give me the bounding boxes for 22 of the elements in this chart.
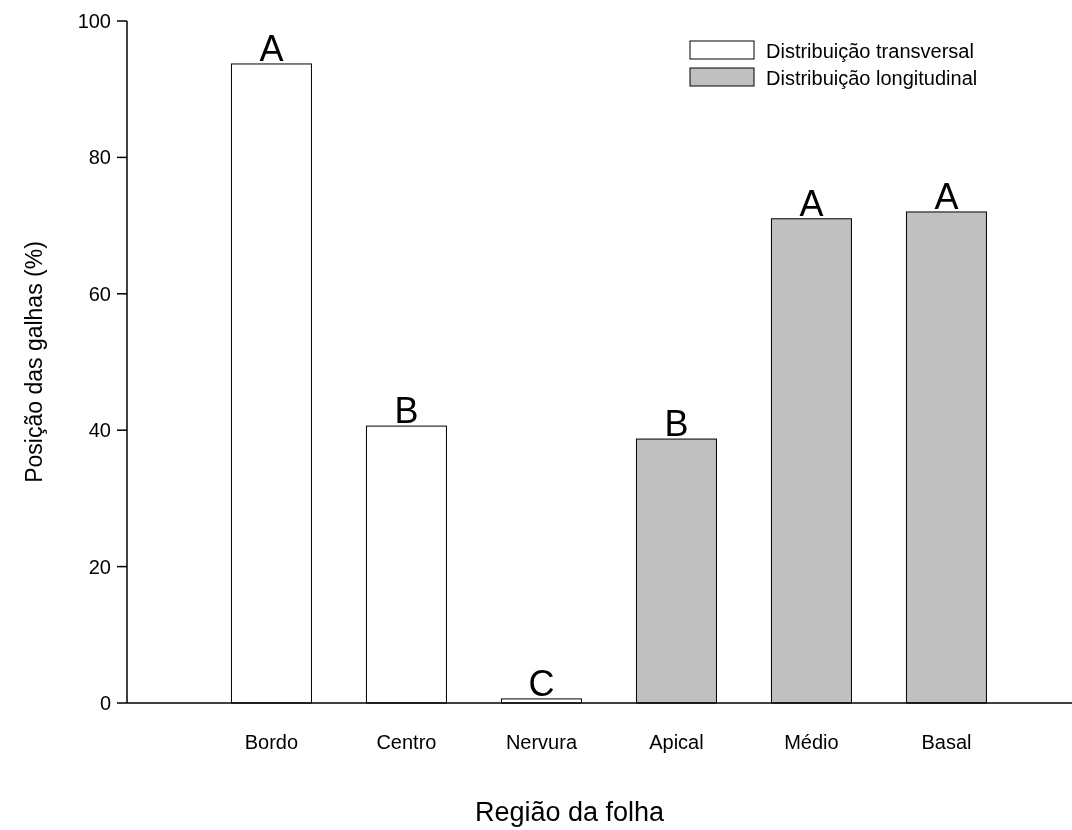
- x-tick-label: Basal: [921, 731, 972, 753]
- y-tick-label: 100: [77, 10, 111, 32]
- x-tick-label: Apical: [649, 731, 704, 753]
- annotation: A: [799, 182, 824, 224]
- annotation: B: [394, 390, 419, 432]
- annotation: A: [259, 27, 284, 69]
- y-tick-label: 60: [88, 282, 111, 305]
- x-tick-label: Centro: [376, 731, 437, 753]
- legend-label: Distribuição transversal: [766, 40, 974, 62]
- x-tick-label: Bordo: [244, 731, 299, 753]
- x-tick-label: Médio: [784, 731, 839, 753]
- y-tick-label: 80: [88, 146, 111, 169]
- annotation: C: [528, 662, 555, 704]
- annotation: A: [934, 175, 959, 217]
- y-tick-label: 40: [88, 419, 111, 442]
- y-tick-label: 0: [99, 692, 111, 714]
- y-tick-label: 20: [88, 555, 111, 578]
- x-axis-title: Região da folha: [474, 797, 666, 827]
- legend-label: Distribuição longitudinal: [766, 67, 978, 89]
- annotation: B: [664, 403, 689, 445]
- x-tick-label: Nervura: [505, 731, 578, 753]
- y-axis-title: Posição das galhas (%): [21, 241, 47, 483]
